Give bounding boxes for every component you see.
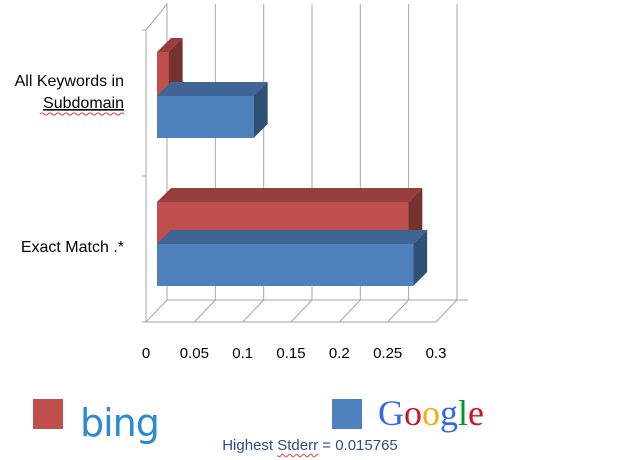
x-tick-label: 0.2 [329, 345, 350, 362]
y-axis-category-labels: All Keywords in Subdomain Exact Match .* [15, 73, 125, 256]
gridline-floor [387, 299, 410, 323]
gridline-floor [338, 299, 361, 323]
google-logo-letter: o [422, 393, 440, 433]
gridline-floor [145, 299, 168, 323]
x-tick-label: 0 [142, 345, 150, 362]
bing-logo: bing [80, 401, 160, 445]
bar-side-bing [168, 38, 183, 96]
category-label: Exact Match .* [21, 239, 124, 256]
gridline-floor [290, 299, 313, 323]
gridline-floor [193, 299, 216, 323]
bar-side-Google [253, 82, 268, 138]
x-axis-tick-labels: 0 0.05 0.1 0.15 0.2 0.25 0.3 [142, 345, 447, 362]
legend-swatch-bing [33, 399, 63, 429]
x-tick-label: 0.15 [276, 345, 305, 362]
google-logo-letter: e [468, 393, 484, 433]
bar-top-bing [157, 188, 423, 202]
gridline-floor [435, 299, 458, 323]
bar-top-Google [157, 230, 428, 244]
spellcheck-underline [39, 112, 125, 116]
bar-top-bing [157, 38, 183, 52]
bar-Google [157, 244, 414, 286]
chart-bars [157, 38, 428, 286]
google-logo-letter: l [458, 393, 469, 433]
x-tick-label: 0.25 [373, 345, 402, 362]
bar-side-Google [413, 230, 428, 286]
bar-bing [157, 52, 169, 96]
google-logo-letter: G [378, 393, 404, 433]
legend-swatch-google [332, 399, 362, 429]
bar-chart: 0 0.05 0.1 0.15 0.2 0.25 0.3 All Keywords in Su… [15, 2, 468, 362]
category-label: All Keywords in Subdomain [15, 73, 124, 112]
x-tick-label: 0.05 [180, 345, 209, 362]
x-tick-label: 0.3 [426, 345, 447, 362]
google-logo-letter: o [404, 393, 422, 433]
bar-top-Google [157, 82, 268, 96]
bar-Google [157, 96, 254, 138]
stderr-footnote: Highest Stderr = 0.015765 [222, 437, 398, 454]
google-logo: Google [378, 395, 484, 431]
x-tick-label: 0.1 [232, 345, 253, 362]
gridline-floor [242, 299, 265, 323]
google-logo-letter: g [440, 393, 458, 433]
